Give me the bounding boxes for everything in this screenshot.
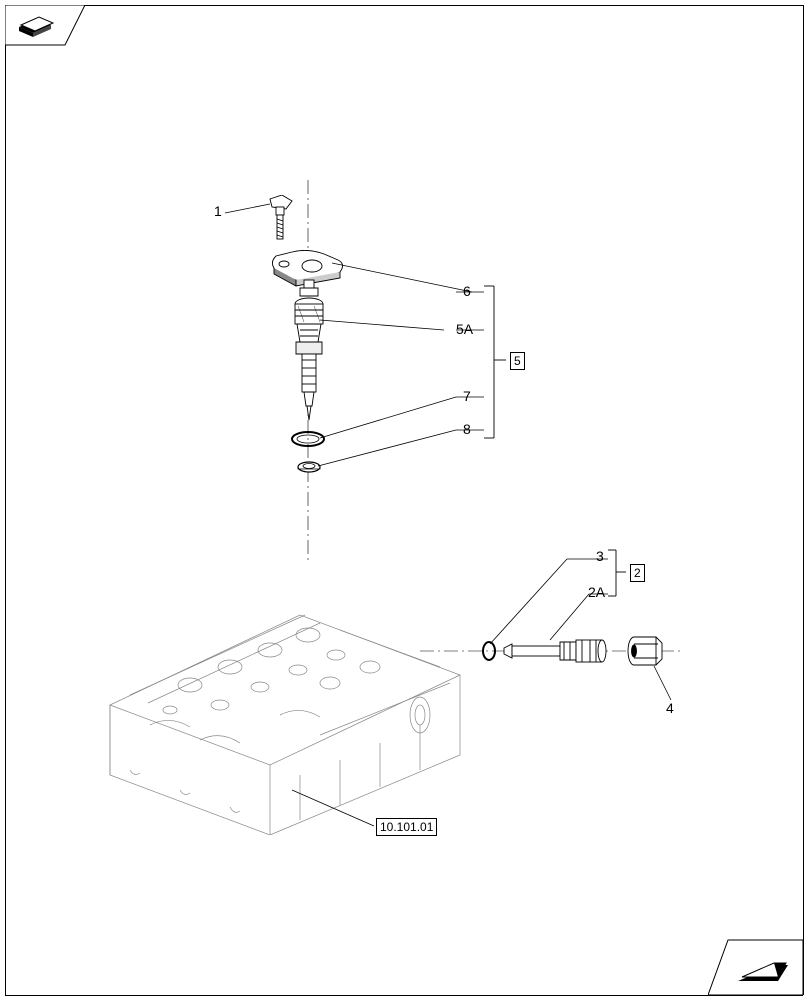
- part-connector-tube: [502, 632, 612, 670]
- frame-top: [85, 5, 803, 6]
- callout-1: 1: [214, 203, 222, 219]
- callout-5-box: 5: [510, 352, 525, 370]
- callout-4: 4: [666, 700, 674, 716]
- part-seal-washer: [296, 460, 322, 474]
- part-small-oring: [478, 640, 500, 662]
- part-oring-large: [290, 430, 326, 448]
- callout-2a: 2A: [588, 584, 605, 600]
- frame-right: [803, 5, 804, 995]
- callout-7: 7: [463, 388, 471, 404]
- part-nut: [624, 630, 670, 672]
- callout-8: 8: [463, 421, 471, 437]
- part-cylinder-head: [80, 555, 480, 835]
- callout-6: 6: [463, 283, 471, 299]
- side-axis: [0, 0, 808, 1000]
- center-axis: [0, 0, 808, 1000]
- callout-5a: 5A: [456, 321, 473, 337]
- part-injector: [282, 278, 338, 428]
- diagram-page: { "border": { "color": "#000000", "inset…: [0, 0, 808, 1000]
- callout-3: 3: [596, 548, 604, 564]
- ref-head-box: 10.101.01: [376, 818, 437, 836]
- callout-2-box: 2: [630, 564, 645, 582]
- leaders: [0, 0, 808, 1000]
- frame-bottom: [5, 995, 803, 996]
- frame-left: [5, 45, 6, 995]
- top-left-tab: [5, 5, 95, 50]
- part-bolt: [262, 195, 302, 245]
- bottom-right-tab: [708, 928, 803, 995]
